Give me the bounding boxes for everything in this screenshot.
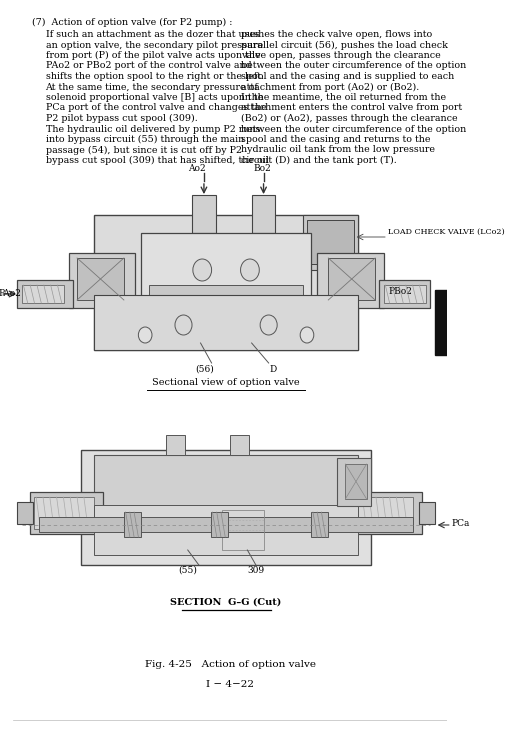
- Bar: [68, 253, 135, 308]
- Bar: [434, 290, 446, 355]
- Bar: [349, 492, 421, 534]
- Text: D: D: [269, 365, 276, 374]
- Text: passage (54), but since it is cut off by P2: passage (54), but since it is cut off by…: [45, 145, 241, 155]
- Bar: [35, 497, 94, 529]
- Bar: [383, 285, 426, 303]
- Bar: [317, 253, 383, 308]
- Text: an option valve, the secondary pilot pressure: an option valve, the secondary pilot pre…: [45, 40, 262, 50]
- Bar: [345, 464, 366, 499]
- Bar: [94, 215, 357, 350]
- Text: SECTION  G–G (Cut): SECTION G–G (Cut): [170, 598, 281, 607]
- Bar: [230, 435, 248, 455]
- Text: At the same time, the secondary pressure of: At the same time, the secondary pressure…: [45, 82, 258, 91]
- Bar: [81, 450, 370, 565]
- Bar: [124, 512, 140, 537]
- Bar: [251, 195, 275, 233]
- Bar: [418, 502, 434, 524]
- Circle shape: [192, 259, 211, 281]
- Bar: [22, 285, 64, 303]
- Text: into bypass circuit (55) through the main: into bypass circuit (55) through the mai…: [45, 135, 243, 144]
- Text: from port (P) of the pilot valve acts upon the: from port (P) of the pilot valve acts up…: [45, 51, 260, 60]
- Bar: [336, 458, 370, 506]
- Bar: [94, 505, 357, 555]
- Bar: [306, 220, 353, 264]
- Circle shape: [138, 327, 152, 343]
- Text: PCa port of the control valve and changes the: PCa port of the control valve and change…: [45, 104, 266, 112]
- Bar: [30, 492, 102, 534]
- Text: In the meantime, the oil returned from the: In the meantime, the oil returned from t…: [241, 93, 446, 102]
- Text: Sectional view of option valve: Sectional view of option valve: [152, 378, 299, 387]
- Circle shape: [260, 315, 276, 335]
- Text: between the outer circumference of the option: between the outer circumference of the o…: [241, 125, 466, 134]
- Bar: [39, 517, 413, 532]
- Text: parallel circuit (56), pushes the load check: parallel circuit (56), pushes the load c…: [241, 40, 447, 50]
- Text: spool and the casing and is supplied to each: spool and the casing and is supplied to …: [241, 72, 454, 81]
- Text: valve open, passes through the clearance: valve open, passes through the clearance: [241, 51, 440, 60]
- Bar: [17, 280, 73, 308]
- Bar: [221, 510, 264, 550]
- Text: PAo2: PAo2: [0, 289, 21, 298]
- Text: solenoid proportional valve [B] acts upon the: solenoid proportional valve [B] acts upo…: [45, 93, 263, 102]
- Bar: [166, 435, 185, 455]
- Bar: [17, 502, 33, 524]
- Text: (56): (56): [195, 365, 214, 374]
- Text: (7)  Action of option valve (for P2 pump) :: (7) Action of option valve (for P2 pump)…: [32, 18, 232, 27]
- Text: (Bo2) or (Ao2), passes through the clearance: (Bo2) or (Ao2), passes through the clear…: [241, 114, 457, 123]
- Bar: [379, 280, 430, 308]
- Bar: [140, 233, 310, 343]
- Bar: [149, 285, 302, 313]
- Text: Bo2: Bo2: [253, 164, 271, 173]
- Bar: [353, 497, 413, 529]
- Text: If such an attachment as the dozer that uses: If such an attachment as the dozer that …: [45, 30, 259, 39]
- Text: (55): (55): [178, 566, 197, 575]
- Bar: [94, 295, 357, 350]
- Bar: [210, 512, 228, 537]
- Bar: [191, 195, 215, 233]
- Text: LOAD CHECK VALVE (LCo2): LOAD CHECK VALVE (LCo2): [387, 228, 503, 236]
- Text: Ao2: Ao2: [187, 164, 205, 173]
- Text: PCa: PCa: [451, 519, 469, 528]
- Bar: [310, 512, 328, 537]
- Text: between the outer circumference of the option: between the outer circumference of the o…: [241, 61, 466, 71]
- Text: The hydraulic oil delivered by pump P2 runs: The hydraulic oil delivered by pump P2 r…: [45, 125, 260, 134]
- Circle shape: [175, 315, 191, 335]
- Bar: [94, 455, 357, 510]
- Bar: [77, 258, 124, 300]
- Text: I − 4−22: I − 4−22: [206, 680, 254, 689]
- Text: spool and the casing and returns to the: spool and the casing and returns to the: [241, 135, 430, 144]
- Bar: [302, 215, 357, 270]
- Text: P2 pilot bypass cut spool (309).: P2 pilot bypass cut spool (309).: [45, 114, 197, 123]
- Text: PAo2 or PBo2 port of the control valve and: PAo2 or PBo2 port of the control valve a…: [45, 61, 251, 71]
- Text: shifts the option spool to the right or the left.: shifts the option spool to the right or …: [45, 72, 263, 81]
- Text: Fig. 4-25   Action of option valve: Fig. 4-25 Action of option valve: [145, 660, 315, 669]
- Text: 309: 309: [247, 566, 264, 575]
- Circle shape: [300, 327, 313, 343]
- Text: attachment from port (Ao2) or (Bo2).: attachment from port (Ao2) or (Bo2).: [241, 82, 419, 92]
- Text: PBo2: PBo2: [388, 287, 412, 296]
- Text: circuit (D) and the tank port (T).: circuit (D) and the tank port (T).: [241, 156, 397, 165]
- Circle shape: [240, 259, 259, 281]
- Text: bypass cut spool (309) that has shifted, the oil: bypass cut spool (309) that has shifted,…: [45, 156, 268, 165]
- Text: attachment enters the control valve from port: attachment enters the control valve from…: [241, 104, 462, 112]
- Bar: [328, 258, 375, 300]
- Text: pushes the check valve open, flows into: pushes the check valve open, flows into: [241, 30, 432, 39]
- Text: hydraulic oil tank from the low pressure: hydraulic oil tank from the low pressure: [241, 145, 435, 155]
